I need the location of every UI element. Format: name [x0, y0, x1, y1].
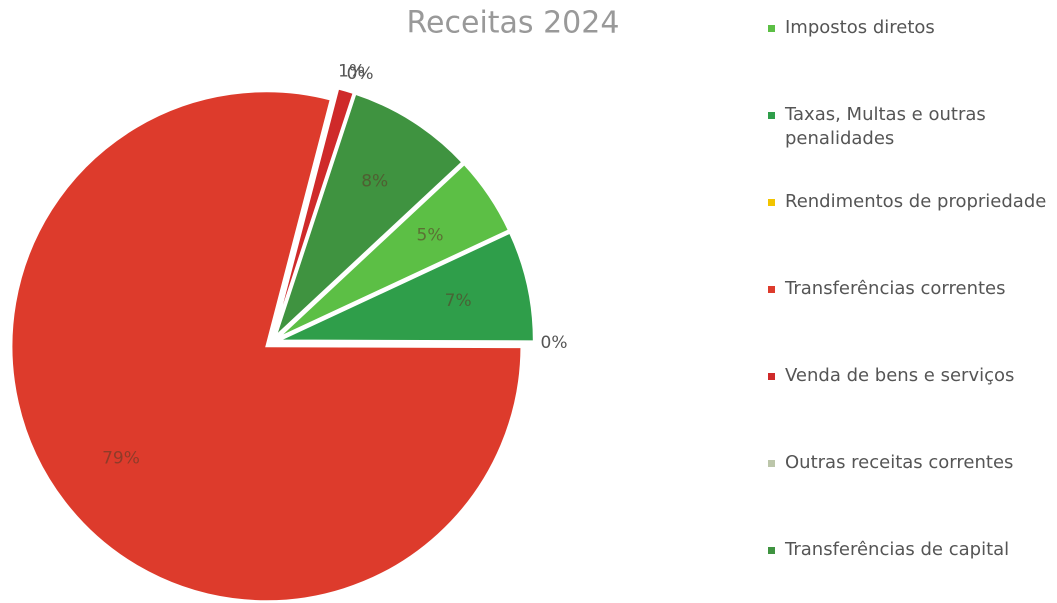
data-label: 5%: [417, 225, 444, 245]
legend-item: Impostos diretos: [768, 16, 1053, 40]
legend-item: Outras receitas correntes: [768, 451, 1053, 475]
legend-label: Venda de bens e serviços: [785, 365, 1015, 386]
legend-swatch: [768, 112, 775, 119]
pie-slice: [273, 87, 355, 336]
legend-label: Taxas, Multas e outras penalidades: [785, 104, 986, 149]
data-label: 79%: [102, 448, 140, 468]
legend-swatch: [768, 373, 775, 380]
chart-title: Receitas 2024: [407, 6, 620, 41]
legend-item: Transferências de capital: [768, 538, 1053, 562]
legend-label: Rendimentos de propriedade: [785, 191, 1047, 212]
data-label: 7%: [445, 291, 472, 311]
legend-item: Venda de bens e serviços: [768, 364, 1053, 388]
legend-label: Transferências de capital: [785, 539, 1010, 560]
pie-slice: [278, 231, 535, 343]
legend-label: Impostos diretos: [785, 17, 935, 38]
legend-swatch: [768, 199, 775, 206]
legend-item: Rendimentos de propriedade: [768, 190, 1053, 214]
pie-slice: [277, 162, 511, 339]
legend-item: Transferências correntes: [768, 277, 1053, 301]
pie-slice: [274, 92, 464, 337]
data-label: 0%: [347, 64, 374, 84]
legend-swatch: [768, 286, 775, 293]
legend-swatch: [768, 547, 775, 554]
pie-slice: [10, 90, 523, 603]
legend-swatch: [768, 25, 775, 32]
data-label: 0%: [541, 333, 568, 353]
data-label: 8%: [361, 171, 388, 191]
data-label: 1%: [338, 61, 365, 81]
legend-label: Outras receitas correntes: [785, 452, 1014, 473]
legend-label: Transferências correntes: [785, 278, 1006, 299]
legend-swatch: [768, 460, 775, 467]
legend-item: Taxas, Multas e outras penalidades: [768, 103, 1053, 151]
